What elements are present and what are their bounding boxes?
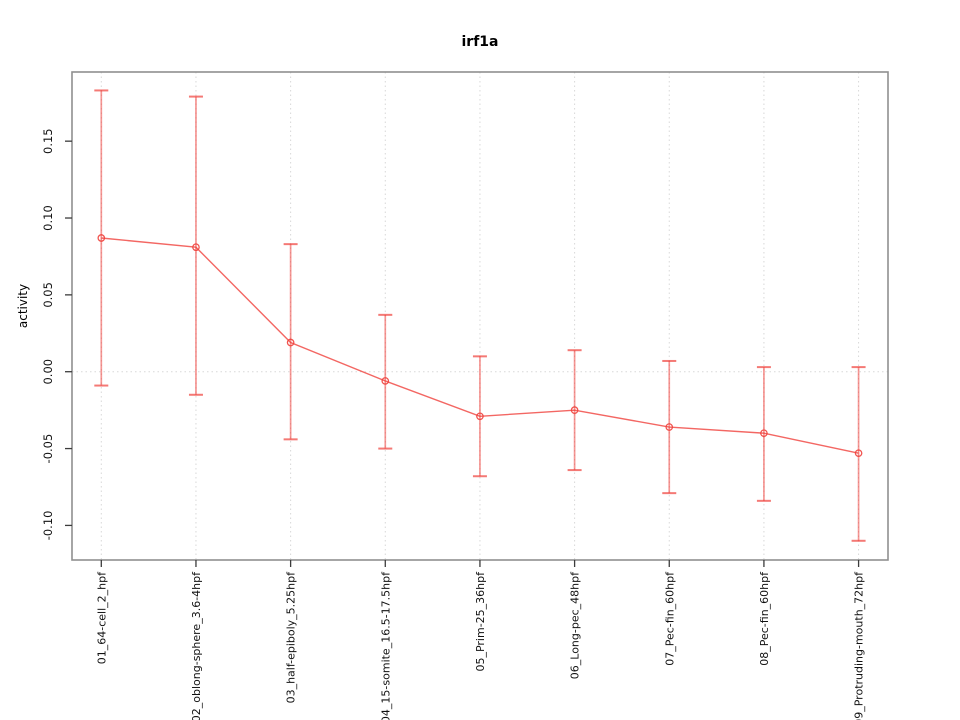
data-point-marker [760, 429, 768, 438]
series-line [101, 237, 859, 454]
y-tick-label: 0.10 [41, 205, 55, 231]
y-tick-label: -0.10 [41, 511, 55, 541]
data-point-marker [476, 412, 484, 421]
y-tick-label: -0.05 [41, 434, 55, 464]
x-tick-label: 04_15-somite_16.5-17.5hpf [379, 571, 392, 720]
y-tick-label: 0.15 [41, 128, 55, 154]
data-point-marker [665, 423, 674, 431]
y-tick-label: 0.05 [41, 282, 55, 308]
y-tick-label: 0.00 [41, 359, 55, 385]
data-point-marker [854, 449, 863, 458]
x-tick-label: 06_Long-pec_48hpf [569, 571, 582, 679]
x-tick-label: 08_Pec-fin_60hpf [758, 571, 771, 666]
x-tick-label: 09_Protruding-mouth_72hpf [853, 571, 866, 720]
chart-title: irf1a [461, 34, 499, 50]
x-tick-label: 07_Pec-fin_60hpf [663, 571, 676, 666]
data-point-marker [570, 406, 579, 414]
x-tick-label: 01_64-cell_2_hpf [95, 571, 108, 664]
data-point-marker [381, 377, 390, 385]
data-point-marker [286, 338, 295, 347]
x-tick-label: 03_half-epiboly_5.25hpf [285, 571, 298, 704]
x-tick-label: 05_Prim-25_36hpf [474, 571, 487, 672]
data-point-marker [97, 234, 106, 242]
x-tick-label: 02_oblong-sphere_3.6-4hpf [190, 571, 203, 720]
data-point-marker [192, 243, 200, 252]
